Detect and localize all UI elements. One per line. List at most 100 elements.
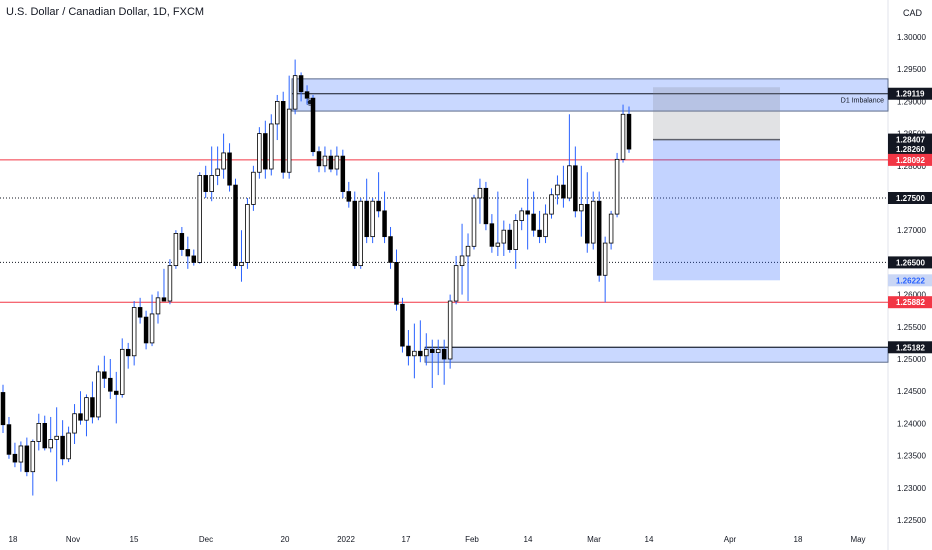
candle-down — [191, 255, 197, 263]
candle-down — [400, 303, 405, 347]
candle-up — [149, 313, 155, 344]
price-label-text: 1.27500 — [896, 194, 925, 203]
candle-up — [334, 155, 340, 170]
candle-down — [78, 413, 83, 421]
time-tick-label: 17 — [402, 535, 411, 544]
candle-up — [54, 435, 59, 440]
candle-up — [447, 300, 453, 360]
candle-up — [167, 265, 173, 302]
candle-up — [620, 113, 626, 160]
candle-up — [412, 350, 417, 357]
candle-up — [72, 413, 77, 434]
short-position-tool[interactable] — [653, 87, 780, 281]
time-tick-label: May — [850, 535, 865, 544]
candle-up — [465, 245, 471, 257]
candle-down — [102, 371, 107, 379]
candle-down — [90, 397, 95, 418]
candle-down — [388, 236, 393, 263]
candle-down — [143, 316, 149, 344]
candle-down — [418, 350, 423, 357]
candle-up — [30, 441, 36, 473]
candle-up — [453, 265, 459, 302]
candle-up — [18, 445, 24, 463]
candle-down — [489, 223, 495, 247]
candle-down — [125, 348, 131, 357]
time-tick-label: 18 — [9, 535, 18, 544]
candle-down — [12, 453, 18, 463]
price-tick-label: 1.28000 — [897, 162, 926, 171]
time-axis[interactable]: 18 Nov 15 Dec 20 2022 17 Feb 14 Mar 14 Apr 18 May — [9, 535, 866, 544]
time-tick-label: 14 — [645, 535, 654, 544]
candle-up — [590, 200, 596, 244]
candle-up — [602, 242, 608, 276]
horizontal-lines-layer — [0, 159, 888, 303]
price-tick-label: 1.29500 — [897, 65, 926, 74]
zones-layer: D1 Imbalance ◉ — [291, 78, 889, 363]
candle-down — [441, 348, 447, 360]
candle-down — [6, 424, 12, 455]
time-tick-label: 2022 — [337, 535, 355, 544]
candle-down — [179, 233, 185, 250]
candle-up — [614, 158, 620, 215]
candle-down — [406, 345, 411, 357]
zone-label: D1 Imbalance — [841, 98, 884, 105]
candle-up — [519, 210, 524, 221]
eye-icon: ◉ — [306, 98, 314, 108]
price-label-text: 1.25882 — [896, 298, 925, 307]
symbol-title: U.S. Dollar / Canadian Dollar, 1D, FXCM — [6, 6, 205, 18]
price-label-text: 1.26500 — [896, 258, 925, 267]
price-tick-label: 1.24000 — [897, 419, 926, 428]
price-label-badge — [888, 87, 932, 100]
candle-up — [424, 348, 429, 357]
candle-up — [370, 200, 375, 238]
candle-up — [245, 204, 250, 263]
candle-up — [251, 171, 256, 205]
price-label-text: 1.25182 — [896, 343, 925, 352]
candle-up — [257, 133, 262, 173]
candle-down — [304, 91, 310, 99]
price-tick-label: 1.26000 — [897, 291, 926, 300]
candle-up — [567, 165, 572, 199]
candle-up — [543, 213, 548, 238]
take-profit-zone — [653, 139, 780, 281]
candle-up — [131, 307, 137, 357]
candle-down — [531, 213, 536, 231]
candle-down — [561, 184, 566, 199]
candle-up — [435, 348, 441, 353]
candle-down — [382, 210, 387, 238]
candle-down — [161, 297, 167, 302]
price-tick-label: 1.25500 — [897, 323, 926, 332]
price-tick-label: 1.22500 — [897, 516, 926, 525]
candle-down — [0, 392, 6, 426]
price-label-badge — [888, 133, 932, 146]
time-tick-label: Dec — [199, 535, 213, 544]
candle-down — [346, 191, 352, 202]
candle-down — [537, 229, 542, 238]
candle-down — [185, 249, 191, 257]
price-label-badge — [888, 341, 932, 354]
candle-up — [239, 261, 244, 267]
candle-up — [197, 175, 202, 263]
candle-up — [292, 75, 298, 110]
candle-up — [155, 297, 161, 315]
candle-up — [579, 204, 584, 212]
price-tick-label: 1.25000 — [897, 355, 926, 364]
candle-up — [119, 348, 125, 395]
candle-up — [471, 197, 477, 247]
candle-down — [352, 200, 358, 267]
price-label-text: 1.29119 — [896, 90, 925, 99]
candle-up — [358, 200, 363, 267]
imbalance-zone — [424, 346, 889, 363]
candle-up — [173, 233, 179, 267]
currency-label: CAD — [903, 8, 923, 18]
price-tick-label: 1.23500 — [897, 452, 926, 461]
candle-down — [108, 377, 113, 392]
candle-up — [215, 168, 220, 176]
candle-down — [394, 261, 399, 305]
candle-up — [477, 187, 483, 199]
time-tick-label: Mar — [587, 535, 601, 544]
candle-down — [60, 435, 65, 460]
candle-up — [96, 371, 101, 418]
